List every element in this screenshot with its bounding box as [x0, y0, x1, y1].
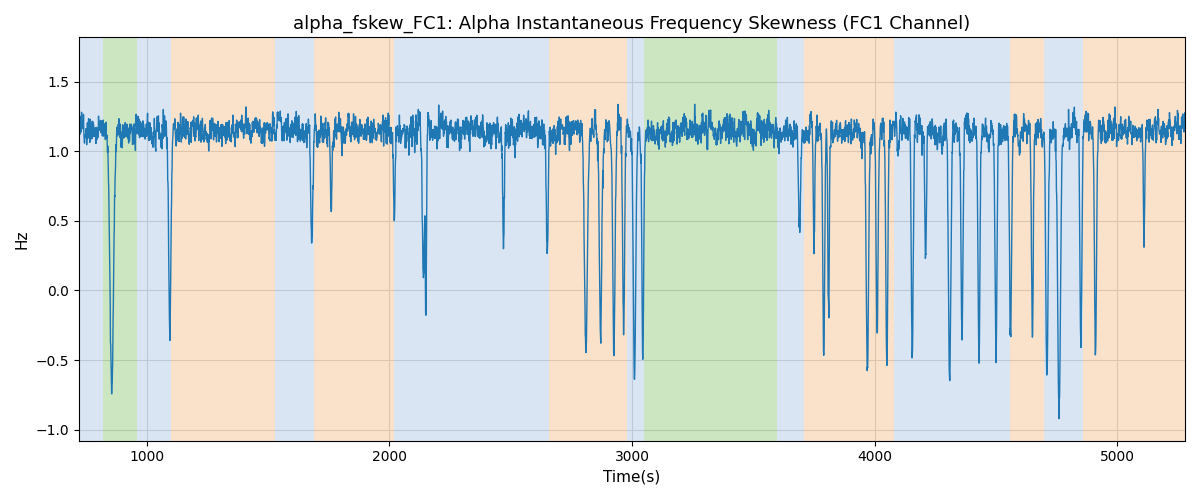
Bar: [172, 38, 275, 440]
Bar: [275, 38, 314, 440]
Title: alpha_fskew_FC1: Alpha Instantaneous Frequency Skewness (FC1 Channel): alpha_fskew_FC1: Alpha Instantaneous Fre…: [293, 15, 971, 34]
Bar: [628, 38, 644, 440]
Bar: [79, 38, 103, 440]
Bar: [103, 38, 137, 440]
Bar: [1084, 38, 1184, 440]
Bar: [778, 38, 804, 440]
Bar: [1044, 38, 1084, 440]
Bar: [804, 38, 894, 440]
Y-axis label: Hz: Hz: [14, 230, 30, 249]
Bar: [395, 38, 550, 440]
Bar: [644, 38, 778, 440]
Bar: [1010, 38, 1044, 440]
Bar: [894, 38, 1010, 440]
Bar: [137, 38, 172, 440]
Bar: [550, 38, 628, 440]
Bar: [314, 38, 395, 440]
X-axis label: Time(s): Time(s): [604, 470, 660, 485]
